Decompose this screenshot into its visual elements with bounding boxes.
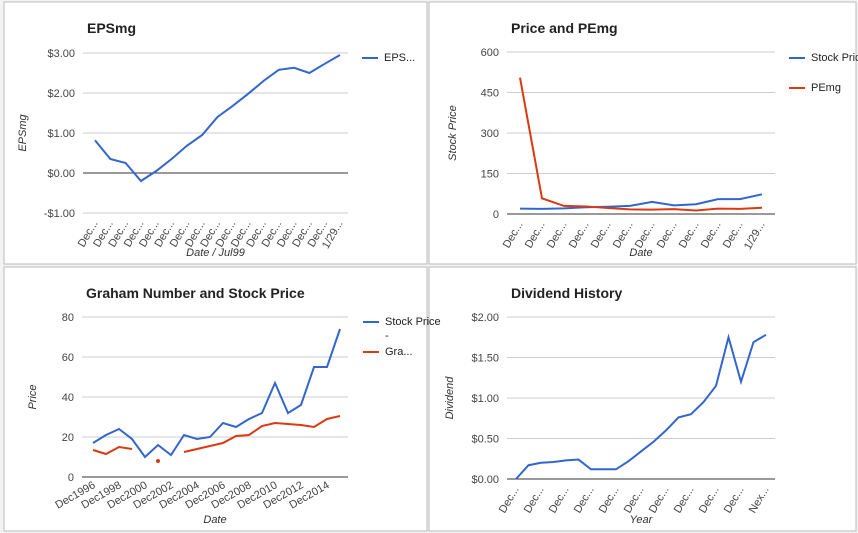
series-line <box>519 193 763 210</box>
legend-entry: Gra... <box>363 345 447 359</box>
legend-swatch <box>789 57 805 59</box>
y-tick-label: 0 <box>493 209 499 221</box>
y-tick-label: 60 <box>62 352 74 364</box>
y-tick-label: 20 <box>62 432 74 444</box>
x-axis-title: Date / Jul99 <box>186 247 245 259</box>
y-axis-title: Stock Price <box>447 105 459 161</box>
x-axis-title: Date <box>203 514 226 526</box>
y-tick-label: -$1.00 <box>44 208 75 220</box>
legend-label: Stock Price <box>811 52 858 64</box>
chart-title: EPSmg <box>87 20 136 36</box>
point <box>156 459 160 463</box>
y-tick-label: $1.00 <box>47 128 75 140</box>
legend-swatch <box>363 351 379 353</box>
y-tick-label: $0.50 <box>471 434 499 446</box>
y-tick-label: $2.00 <box>471 312 499 324</box>
y-tick-label: $1.50 <box>471 353 499 365</box>
series-line <box>92 445 133 456</box>
y-tick-label: $0.00 <box>47 168 75 180</box>
legend-entry: Stock Price - <box>363 315 447 343</box>
y-tick-label: 600 <box>481 47 499 59</box>
legend-label: Stock Price - <box>385 316 441 342</box>
x-axis-title: Date <box>629 247 652 259</box>
y-axis-title: EPSmg <box>17 113 29 151</box>
y-axis-title: Dividend <box>444 376 456 420</box>
series-line <box>515 333 767 480</box>
legend-label: PEmg <box>811 82 841 94</box>
legend-entry: Stock Price <box>789 51 858 65</box>
legend-swatch <box>789 87 805 89</box>
legend-label: EPS... <box>384 52 416 64</box>
y-tick-label: 450 <box>481 88 499 100</box>
chart-title: Price and PEmg <box>511 20 618 36</box>
legend-entry: EPS... <box>362 51 446 65</box>
y-tick-label: $0.00 <box>471 474 499 486</box>
legend-entry: PEmg <box>789 81 858 95</box>
y-tick-label: $2.00 <box>47 88 75 100</box>
chart-title: Dividend History <box>511 285 622 301</box>
y-tick-label: $1.00 <box>471 393 499 405</box>
series-line <box>183 415 341 453</box>
legend-swatch <box>363 321 379 323</box>
y-tick-label: 0 <box>68 472 74 484</box>
y-axis-title: Price <box>27 384 39 409</box>
y-tick-label: 300 <box>481 128 499 140</box>
y-tick-label: 40 <box>62 392 74 404</box>
legend-label: Gra... <box>385 346 413 358</box>
panel <box>3 266 428 532</box>
chart-title: Graham Number and Stock Price <box>86 285 305 301</box>
x-axis-title: Year <box>630 514 654 526</box>
series-line <box>92 328 341 459</box>
y-tick-label: $3.00 <box>47 48 75 60</box>
panel <box>428 266 857 532</box>
series-line <box>94 54 341 183</box>
y-tick-label: 150 <box>481 169 499 181</box>
y-tick-label: 80 <box>62 312 74 324</box>
legend-swatch <box>362 57 378 59</box>
series-line <box>519 77 763 212</box>
